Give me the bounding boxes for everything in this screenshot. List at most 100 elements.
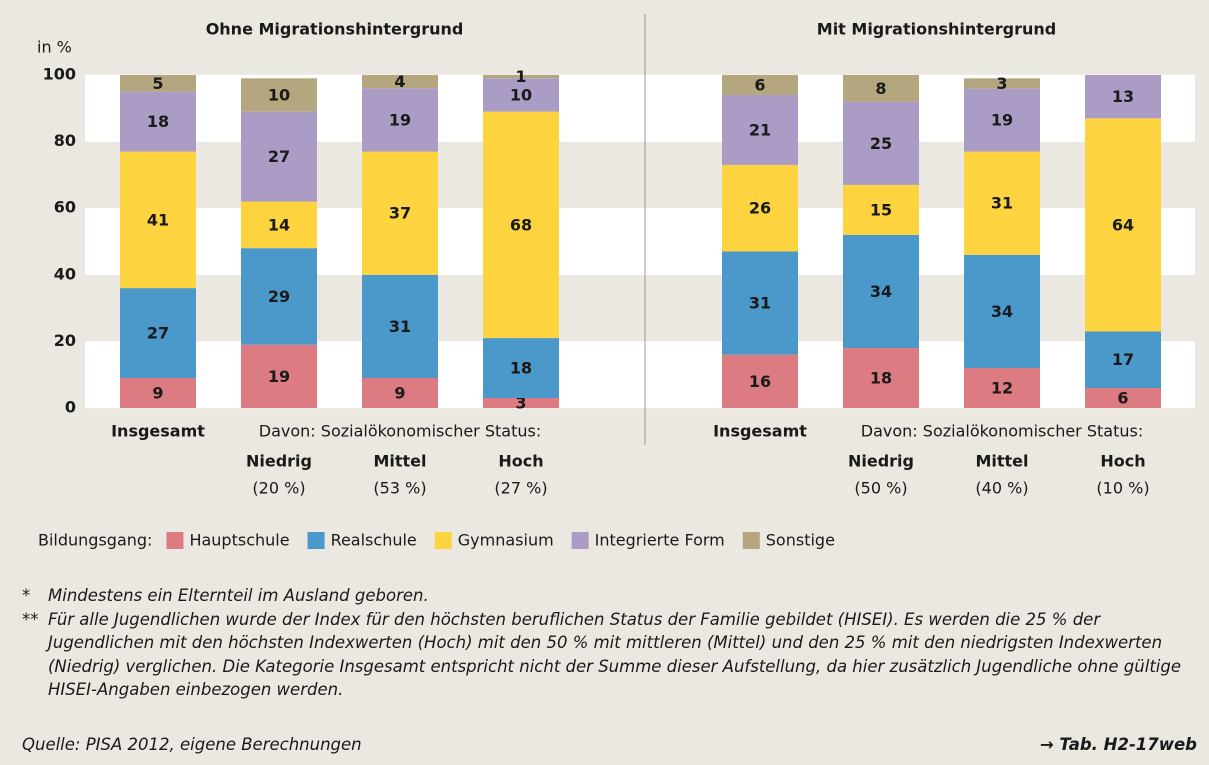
bar-segment bbox=[722, 164, 798, 252]
bar-segment bbox=[722, 94, 798, 165]
x-tick-label: Hoch bbox=[1100, 452, 1145, 471]
bar-segment bbox=[964, 151, 1040, 255]
value-label: 27 bbox=[268, 147, 290, 166]
bar-segment bbox=[241, 344, 317, 408]
bar-segment bbox=[1085, 118, 1161, 332]
x-tick-note: (53 %) bbox=[373, 479, 426, 498]
value-label: 41 bbox=[147, 210, 169, 229]
value-label: 10 bbox=[268, 85, 290, 104]
bar-segment bbox=[722, 75, 798, 95]
bar-segment bbox=[362, 274, 438, 379]
bar-segment bbox=[120, 91, 196, 152]
value-label: 64 bbox=[1112, 215, 1134, 234]
panel-title: Ohne Migrationshintergrund bbox=[206, 20, 464, 39]
group-label: Davon: Sozialökonomischer Status: bbox=[259, 422, 541, 441]
bar-segment bbox=[843, 348, 919, 408]
value-label: 17 bbox=[1112, 350, 1134, 369]
x-tick-label: Insgesamt bbox=[111, 422, 205, 441]
footnote-text: Für alle Jugendlichen wurde der Index fü… bbox=[48, 609, 1182, 700]
value-label: 25 bbox=[870, 134, 892, 153]
x-tick-label: Mittel bbox=[373, 452, 426, 471]
value-label: 31 bbox=[749, 294, 771, 313]
value-label: 8 bbox=[875, 79, 886, 98]
value-label: 31 bbox=[389, 317, 411, 336]
legend-swatch bbox=[166, 532, 184, 549]
value-label: 5 bbox=[152, 74, 163, 93]
value-label: 1 bbox=[515, 67, 526, 86]
x-tick-label: Niedrig bbox=[848, 452, 914, 471]
legend-swatch bbox=[742, 532, 760, 549]
legend-label: Sonstige bbox=[766, 531, 835, 550]
bar-segment bbox=[241, 248, 317, 345]
footnote: ** Für alle Jugendlichen wurde der Index … bbox=[22, 608, 1197, 702]
value-label: 19 bbox=[389, 110, 411, 129]
bar-segment bbox=[241, 78, 317, 112]
value-label: 3 bbox=[996, 74, 1007, 93]
legend-label: Integrierte Form bbox=[595, 531, 725, 550]
footnote-text: Mindestens ein Elternteil im Ausland geb… bbox=[48, 586, 429, 605]
legend-label: Realschule bbox=[331, 531, 417, 550]
footnote-marker: ** bbox=[22, 609, 39, 629]
value-label: 16 bbox=[749, 372, 771, 391]
legend-swatch bbox=[571, 532, 589, 549]
bar-segment bbox=[120, 75, 196, 92]
value-label: 34 bbox=[870, 282, 892, 301]
value-label: 6 bbox=[1117, 389, 1128, 408]
bar-segment bbox=[483, 398, 559, 408]
value-label: 68 bbox=[510, 215, 532, 234]
value-label: 27 bbox=[147, 324, 169, 343]
value-label: 18 bbox=[510, 359, 532, 378]
bar-segment bbox=[483, 78, 559, 112]
value-label: 3 bbox=[515, 394, 526, 413]
bar-segment bbox=[362, 378, 438, 408]
x-tick-label: Hoch bbox=[498, 452, 543, 471]
y-tick-label: 60 bbox=[54, 198, 76, 217]
x-tick-note: (40 %) bbox=[975, 479, 1028, 498]
y-axis-label: in % bbox=[37, 38, 72, 57]
x-tick-note: (20 %) bbox=[252, 479, 305, 498]
x-tick-label: Mittel bbox=[975, 452, 1028, 471]
value-label: 12 bbox=[991, 379, 1013, 398]
bar-segment bbox=[843, 75, 919, 102]
value-label: 18 bbox=[147, 112, 169, 131]
bar-segment bbox=[964, 88, 1040, 152]
y-tick-label: 80 bbox=[54, 131, 76, 150]
value-label: 13 bbox=[1112, 87, 1134, 106]
value-label: 37 bbox=[389, 204, 411, 223]
value-label: 29 bbox=[268, 287, 290, 306]
bar-segment bbox=[1085, 331, 1161, 389]
value-label: 31 bbox=[991, 194, 1013, 213]
x-tick-note: (10 %) bbox=[1096, 479, 1149, 498]
bar-segment bbox=[843, 184, 919, 235]
bar-segment bbox=[964, 78, 1040, 89]
bar-segment bbox=[964, 254, 1040, 369]
bar-segment bbox=[1085, 75, 1161, 119]
bar-segment bbox=[722, 354, 798, 408]
y-tick-label: 100 bbox=[43, 65, 76, 84]
value-label: 19 bbox=[268, 367, 290, 386]
value-label: 9 bbox=[394, 384, 405, 403]
y-tick-label: 40 bbox=[54, 264, 76, 283]
reference: → Tab. H2-17web bbox=[1039, 735, 1197, 754]
value-label: 9 bbox=[152, 384, 163, 403]
panel-title: Mit Migrationshintergrund bbox=[817, 20, 1056, 39]
bar-segment bbox=[483, 111, 559, 339]
bar-segment bbox=[362, 75, 438, 89]
value-label: 4 bbox=[394, 72, 405, 91]
legend-swatch bbox=[307, 532, 325, 549]
bar-segment bbox=[120, 288, 196, 379]
value-label: 26 bbox=[749, 199, 771, 218]
bar-segment bbox=[241, 201, 317, 249]
bar-segment bbox=[362, 88, 438, 152]
value-label: 15 bbox=[870, 200, 892, 219]
legend-label: Gymnasium bbox=[458, 531, 554, 550]
y-tick-label: 20 bbox=[54, 331, 76, 350]
value-label: 6 bbox=[754, 75, 765, 94]
footnotes: * Mindestens ein Elternteil im Ausland ge… bbox=[22, 584, 1197, 702]
bar-segment bbox=[362, 151, 438, 275]
x-tick-label: Niedrig bbox=[246, 452, 312, 471]
bar-segment bbox=[241, 111, 317, 202]
value-label: 10 bbox=[510, 85, 532, 104]
legend-label: Hauptschule bbox=[189, 531, 289, 550]
